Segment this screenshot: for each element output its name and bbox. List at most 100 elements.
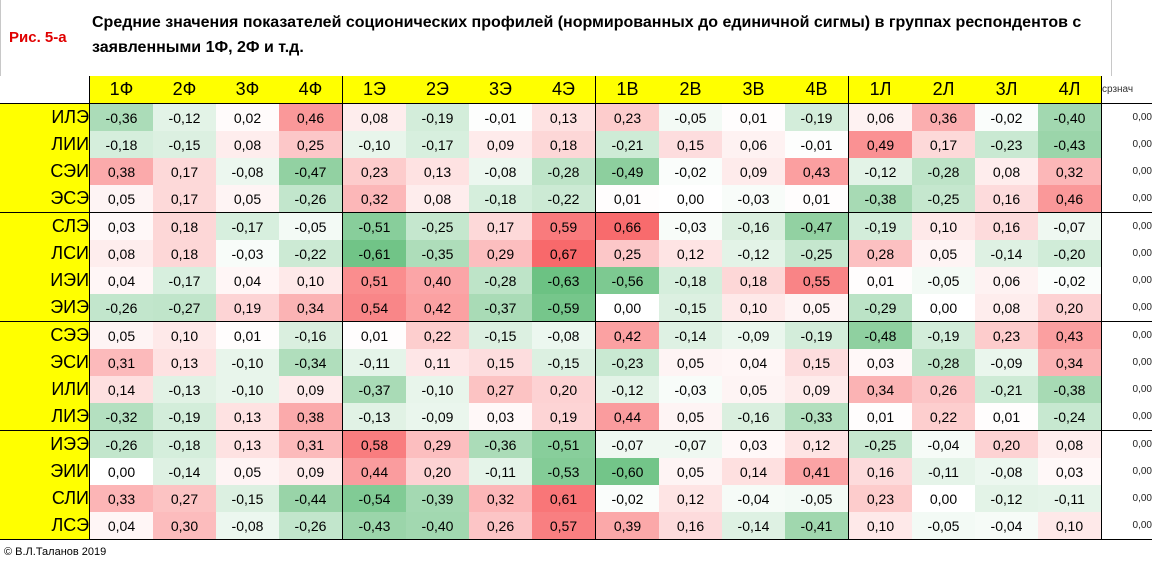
value-cell: -0,29 [848, 294, 912, 322]
value-cell: -0,53 [532, 458, 596, 485]
value-cell: -0,40 [406, 512, 469, 540]
value-cell: 0,38 [279, 403, 343, 431]
value-cell: -0,14 [975, 240, 1038, 267]
value-cell: 0,05 [659, 458, 722, 485]
value-cell: -0,10 [216, 376, 279, 403]
value-cell: 0,03 [722, 430, 785, 458]
value-cell: -0,32 [89, 403, 153, 431]
value-cell: 0,04 [722, 349, 785, 376]
value-cell: 0,61 [532, 485, 596, 512]
value-cell: 0,13 [532, 103, 596, 131]
value-cell: 0,01 [848, 267, 912, 294]
value-cell: -0,61 [342, 240, 406, 267]
column-header: 3В [722, 76, 785, 104]
value-cell: -0,14 [722, 512, 785, 540]
value-cell: 0,01 [595, 185, 659, 213]
value-cell: 0,23 [848, 485, 912, 512]
value-cell: -0,04 [975, 512, 1038, 540]
value-cell: -0,25 [406, 212, 469, 240]
value-cell: 0,17 [153, 185, 216, 213]
value-cell: -0,08 [216, 512, 279, 540]
value-cell: -0,51 [342, 212, 406, 240]
value-cell: -0,13 [153, 376, 216, 403]
column-header: 4В [785, 76, 849, 104]
value-cell: 0,01 [342, 321, 406, 349]
value-cell: 0,66 [595, 212, 659, 240]
value-cell: -0,26 [279, 185, 343, 213]
mean-cell: 0,00 [1101, 212, 1152, 240]
row-header: СЛИ [0, 485, 90, 512]
table-row: ЛИИ -0,18 -0,15 0,08 0,25 -0,10 -0,17 0,09 0,18-… [0, 131, 1152, 158]
table-row: СЭЭ 0,05 0,10 0,01 -0,16 0,01 0,22 -0,15 -0,08 0,… [0, 321, 1152, 349]
value-cell: 0,08 [216, 131, 279, 158]
value-cell: 0,31 [89, 349, 153, 376]
value-cell: -0,34 [279, 349, 343, 376]
value-cell: 0,42 [406, 294, 469, 322]
value-cell: -0,37 [342, 376, 406, 403]
value-cell: 0,11 [406, 349, 469, 376]
value-cell: -0,51 [532, 430, 596, 458]
column-header: 2В [659, 76, 722, 104]
value-cell: 0,20 [532, 376, 596, 403]
value-cell: -0,10 [342, 131, 406, 158]
value-cell: -0,60 [595, 458, 659, 485]
value-cell: 0,18 [532, 131, 596, 158]
value-cell: -0,21 [595, 131, 659, 158]
table-title: Средние значения показателей соционическ… [92, 14, 1082, 56]
mean-cell: 0,00 [1101, 267, 1152, 294]
value-cell: -0,11 [342, 349, 406, 376]
value-cell: 0,51 [342, 267, 406, 294]
value-cell: 0,09 [722, 158, 785, 185]
value-cell: 0,15 [785, 349, 849, 376]
value-cell: -0,08 [532, 321, 596, 349]
value-cell: -0,18 [469, 185, 532, 213]
value-cell: 0,05 [912, 240, 975, 267]
value-cell: 0,13 [216, 430, 279, 458]
value-cell: 0,10 [848, 512, 912, 540]
value-cell: 0,14 [722, 458, 785, 485]
value-cell: -0,09 [722, 321, 785, 349]
row-header: ЛСИ [0, 240, 90, 267]
value-cell: 0,20 [406, 458, 469, 485]
value-cell: 0,05 [722, 376, 785, 403]
value-cell: -0,07 [595, 430, 659, 458]
value-cell: 0,17 [912, 131, 975, 158]
value-cell: 0,16 [659, 512, 722, 540]
column-header: 3Э [469, 76, 532, 104]
value-cell: 0,13 [153, 349, 216, 376]
value-cell: 0,05 [89, 321, 153, 349]
row-header: ЛИИ [0, 131, 90, 158]
value-cell: 0,34 [1038, 349, 1102, 376]
table-row: СЛЭ 0,03 0,18 -0,17 -0,05 -0,51 -0,25 0,17 0,59 0… [0, 212, 1152, 240]
value-cell: 0,10 [279, 267, 343, 294]
value-cell: -0,15 [532, 349, 596, 376]
value-cell: -0,26 [279, 512, 343, 540]
right-border [1111, 0, 1112, 76]
value-cell: 0,18 [722, 267, 785, 294]
value-cell: -0,11 [469, 458, 532, 485]
value-cell: -0,03 [659, 212, 722, 240]
value-cell: 0,32 [342, 185, 406, 213]
value-cell: 0,55 [785, 267, 849, 294]
value-cell: 0,44 [595, 403, 659, 431]
value-cell: 0,27 [469, 376, 532, 403]
table-row: СЛИ 0,33 0,27 -0,15 -0,44 -0,54 -0,39 0,32 0,61-… [0, 485, 1152, 512]
value-cell: 0,19 [532, 403, 596, 431]
value-cell: 0,22 [406, 321, 469, 349]
value-cell: 0,34 [848, 376, 912, 403]
mean-cell: 0,00 [1101, 458, 1152, 485]
value-cell: 0,41 [785, 458, 849, 485]
value-cell: -0,28 [912, 349, 975, 376]
value-cell: -0,22 [279, 240, 343, 267]
value-cell: -0,19 [912, 321, 975, 349]
row-header: ИЭЭ [0, 430, 90, 458]
mean-cell: 0,00 [1101, 103, 1152, 131]
value-cell: 0,00 [89, 458, 153, 485]
value-cell: 0,00 [659, 185, 722, 213]
column-header-row: 1Ф 2Ф 3Ф 4Ф 1Э 2Э 3Э 4Э 1В 2В 3В 4В 1Л 2Л 3Л 4Л срзнач [0, 76, 1152, 104]
value-cell: -0,28 [469, 267, 532, 294]
value-cell: 0,03 [848, 349, 912, 376]
value-cell: 0,06 [975, 267, 1038, 294]
value-cell: -0,16 [279, 321, 343, 349]
mean-cell: 0,00 [1101, 158, 1152, 185]
